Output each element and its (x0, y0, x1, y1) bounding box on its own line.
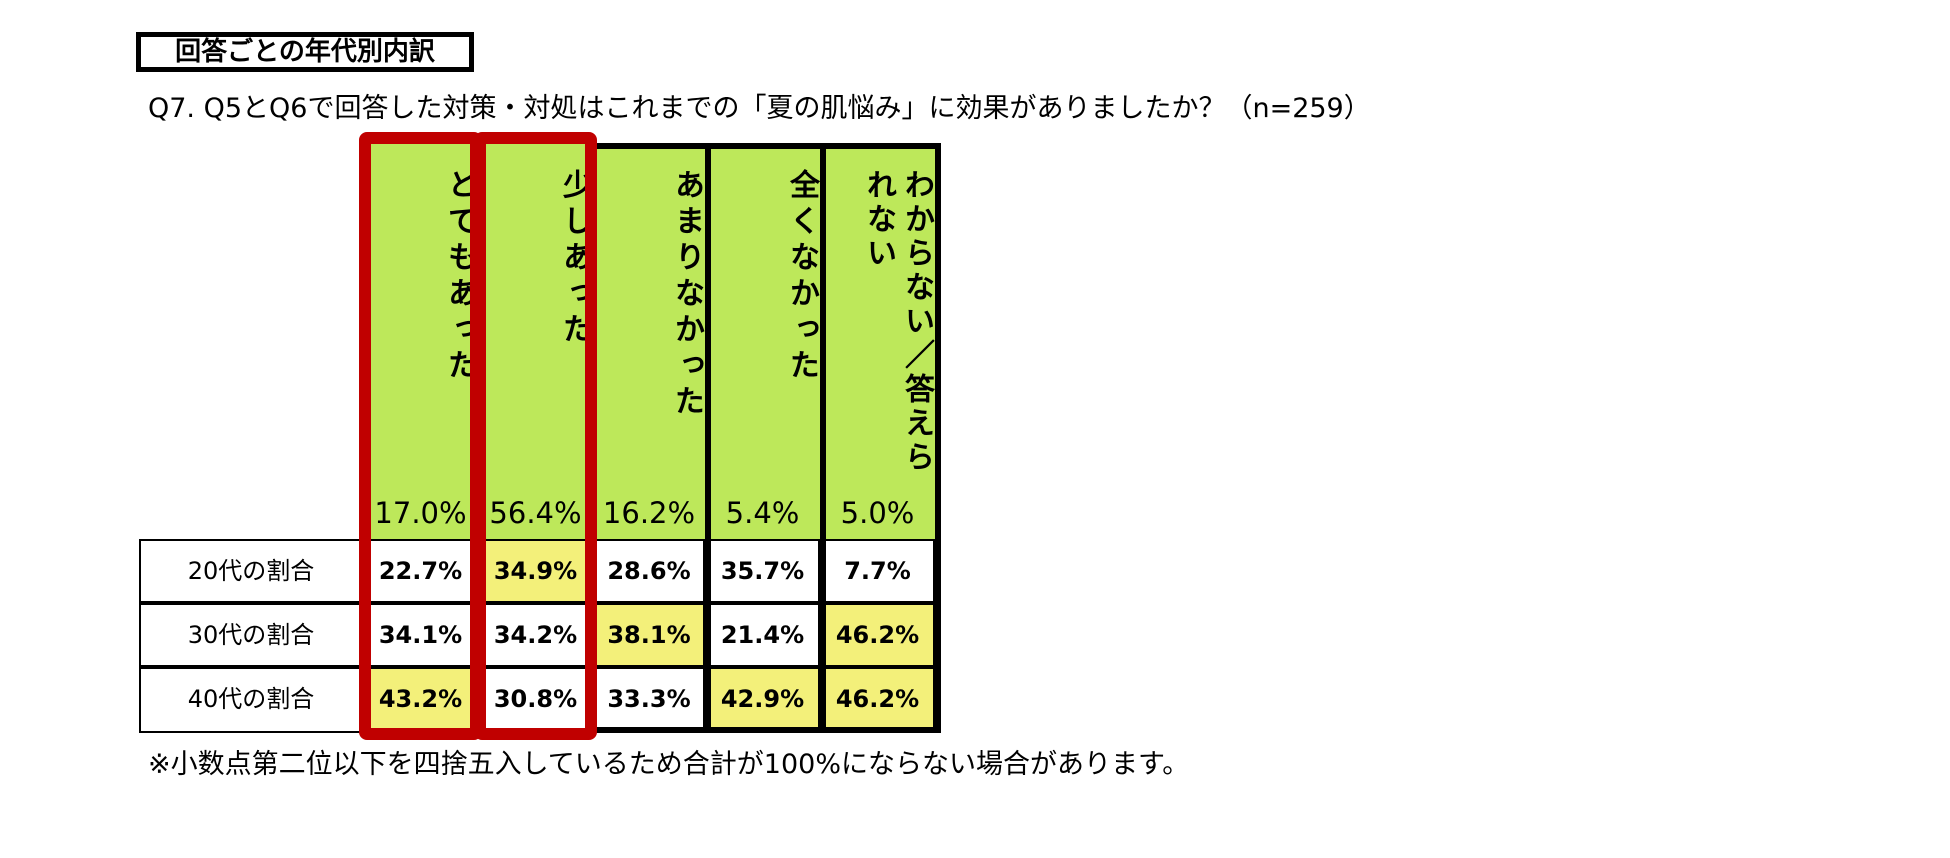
table-cell: 33.3% (593, 667, 705, 733)
table-cell: 21.4% (705, 603, 820, 667)
table-cell: 34.1% (363, 603, 478, 667)
header-row: とてもあった 17.0% 少しあった 56.4% あまりなかった 16.2% 全… (363, 143, 935, 539)
column-total: 5.4% (725, 496, 800, 530)
row-label: 30代の割合 (139, 603, 363, 667)
table-cell: 34.9% (478, 539, 593, 603)
column-label: 全くなかった (784, 169, 819, 385)
column-label: あまりなかった (669, 169, 704, 421)
table-cell: 22.7% (363, 539, 478, 603)
section-label: 回答ごとの年代別内訳 (136, 32, 474, 72)
column-label: とてもあった (442, 169, 477, 385)
header-col-2: 少しあった 56.4% (478, 143, 593, 539)
table-cell: 46.2% (820, 667, 935, 733)
header-col-4: 全くなかった 5.4% (705, 143, 820, 539)
table-cell: 35.7% (705, 539, 820, 603)
table-cell: 42.9% (705, 667, 820, 733)
header-col-3: あまりなかった 16.2% (593, 143, 705, 539)
column-total: 56.4% (489, 496, 582, 530)
footnote: ※小数点第二位以下を四捨五入しているため合計が100%にならない場合があります。 (148, 749, 1190, 780)
table-cell: 30.8% (478, 667, 593, 733)
table-cell: 38.1% (593, 603, 705, 667)
table-cell: 46.2% (820, 603, 935, 667)
column-total: 5.0% (840, 496, 915, 530)
table-cell: 28.6% (593, 539, 705, 603)
column-total: 17.0% (374, 496, 467, 530)
table-cell: 43.2% (363, 667, 478, 733)
column-total: 16.2% (602, 496, 696, 530)
header-col-5: わからない／答えられない 5.0% (820, 143, 935, 539)
table-cell: 34.2% (478, 603, 593, 667)
row-label: 40代の割合 (139, 667, 363, 733)
header-col-1: とてもあった 17.0% (363, 143, 478, 539)
column-label: 少しあった (557, 169, 592, 349)
row-label: 20代の割合 (139, 539, 363, 603)
question-text: Q7. Q5とQ6で回答した対策・対処はこれまでの「夏の肌悩み」に効果がありまし… (148, 93, 1371, 124)
column-label: わからない／答えられない (861, 169, 934, 475)
table-cell: 7.7% (820, 539, 935, 603)
